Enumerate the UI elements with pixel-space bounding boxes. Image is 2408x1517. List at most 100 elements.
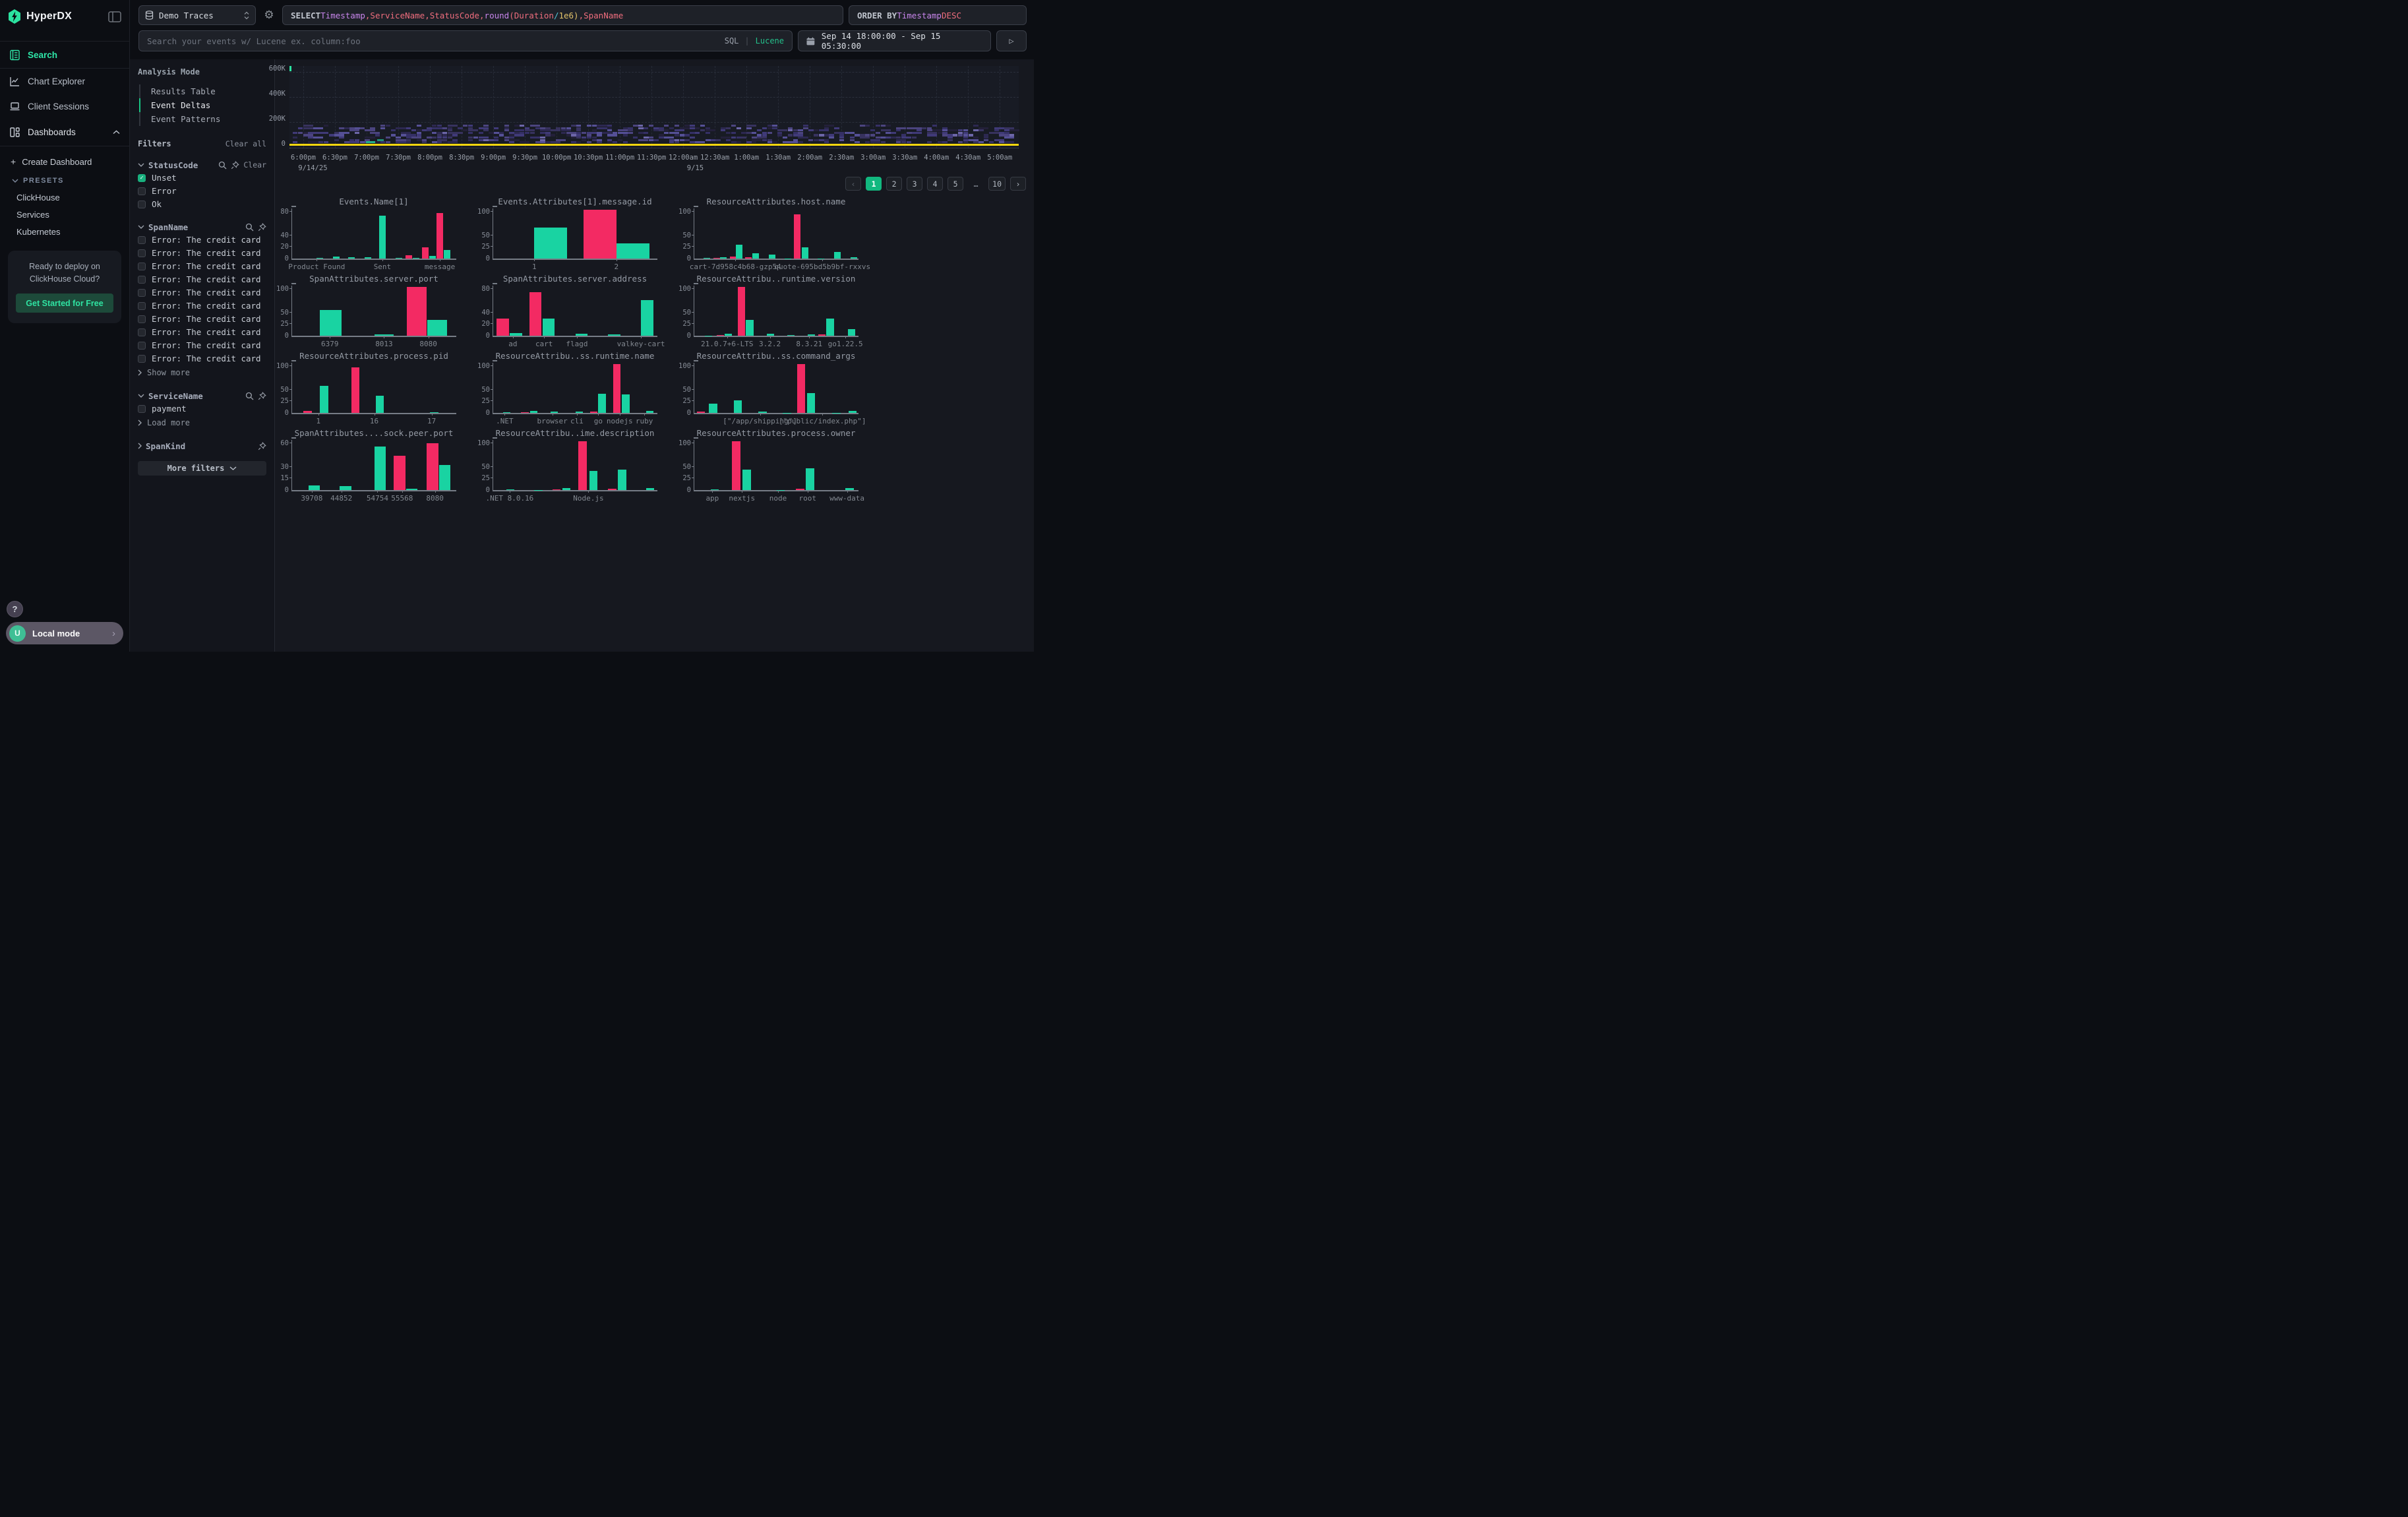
filter-group-header-spankind[interactable]: SpanKind: [138, 440, 266, 452]
mini-chart[interactable]: SpanAttributes.server.address 80 40 20 0 ad ca…: [476, 274, 677, 351]
filter-checkbox-row[interactable]: ✓ Unset: [138, 171, 266, 184]
mode-event-patterns[interactable]: Event Patterns: [139, 112, 266, 126]
presets-toggle[interactable]: PRESETS: [0, 173, 129, 189]
heatmap-cell: [483, 127, 489, 129]
pagination-prev-button[interactable]: ‹: [845, 177, 862, 191]
checkbox[interactable]: [138, 301, 146, 310]
pagination-page-10[interactable]: 10: [988, 177, 1006, 191]
pagination-next-button[interactable]: ›: [1010, 177, 1026, 191]
filter-checkbox-row[interactable]: Error: The credit card (…: [138, 273, 266, 286]
mini-chart[interactable]: ResourceAttributes.host.name 100 50 25 0 cart…: [677, 197, 878, 274]
filter-checkbox-row[interactable]: payment: [138, 402, 266, 415]
query-token: SELECT: [291, 10, 321, 20]
search-icon[interactable]: [218, 161, 227, 170]
filter-checkbox-row[interactable]: Error: The credit card (…: [138, 233, 266, 246]
checkbox[interactable]: [138, 341, 146, 350]
checkbox[interactable]: [138, 235, 146, 244]
pin-icon[interactable]: [231, 160, 240, 170]
filter-group-header-servicename[interactable]: ServiceName: [138, 390, 266, 402]
heatmap-cell: [674, 125, 680, 127]
get-started-button[interactable]: Get Started for Free: [16, 294, 113, 313]
preset-clickhouse[interactable]: ClickHouse: [16, 192, 60, 202]
mini-chart[interactable]: SpanAttributes.server.port 100 50 25 0 6379 80…: [275, 274, 476, 351]
collapse-sidebar-icon[interactable]: [108, 11, 121, 22]
load-more-button[interactable]: Load more: [138, 416, 266, 429]
heatmap-cell: [813, 129, 819, 132]
checkbox[interactable]: [138, 187, 146, 195]
mini-chart[interactable]: SpanAttributes....sock.peer.port 60 30 15 0 3…: [275, 428, 476, 505]
search-icon[interactable]: [245, 392, 254, 400]
mode-results-table[interactable]: Results Table: [139, 84, 266, 98]
mini-chart[interactable]: ResourceAttributes.process.pid 100 50 25 0 1 1…: [275, 351, 476, 428]
bar-inlier: [850, 257, 857, 259]
x-axis-tick-label: 55568: [391, 494, 413, 503]
help-button[interactable]: ?: [7, 601, 23, 617]
mode-event-deltas[interactable]: Event Deltas: [139, 98, 266, 112]
filter-checkbox-row[interactable]: Error: [138, 185, 266, 197]
create-dashboard-button[interactable]: + Create Dashboard: [11, 156, 92, 167]
timeline-heatmap-chart[interactable]: 600K 400K 200K 0 6:00pm 6:30pm 7:00pm 7:30pm 8:0…: [269, 65, 1020, 172]
checkbox[interactable]: [138, 315, 146, 323]
filter-checkbox-row[interactable]: Error: The credit card (…: [138, 313, 266, 325]
mini-chart[interactable]: ResourceAttribu..ss.command_args 100 50 25 0…: [677, 351, 878, 428]
orderby-input[interactable]: ORDER BY Timestamp DESC: [849, 5, 1027, 25]
filter-checkbox-row[interactable]: Error: The credit card (…: [138, 260, 266, 272]
mini-chart[interactable]: ResourceAttribu..ime.description 100 50 25 0…: [476, 428, 677, 505]
run-query-button[interactable]: ▷: [996, 30, 1027, 51]
checkbox[interactable]: [138, 262, 146, 270]
pin-icon[interactable]: [258, 391, 266, 400]
mini-chart[interactable]: ResourceAttribu..ss.runtime.name 100 50 25 0…: [476, 351, 677, 428]
checkbox[interactable]: [138, 200, 146, 208]
filter-checkbox-row[interactable]: Error: The credit card (…: [138, 326, 266, 338]
mini-chart[interactable]: ResourceAttribu..runtime.version 100 50 25 0…: [677, 274, 878, 351]
filter-group-clear-button[interactable]: Clear: [243, 160, 266, 170]
filter-checkbox-row[interactable]: Error: The credit card (…: [138, 339, 266, 352]
pagination-page-5[interactable]: 5: [948, 177, 964, 191]
mini-chart[interactable]: Events.Attributes[1].message.id 100 50 25 0 1…: [476, 197, 677, 274]
pagination-page-1[interactable]: 1: [866, 177, 882, 191]
source-select[interactable]: Demo Traces: [138, 5, 256, 25]
select-query-input[interactable]: SELECT Timestamp, ServiceName, StatusCod…: [282, 5, 843, 25]
mini-chart[interactable]: Events.Name[1] 80 40 20 0 Product Found Sent me…: [275, 197, 476, 274]
filter-checkbox-row[interactable]: Error: The credit card (…: [138, 299, 266, 312]
sidebar-item-dashboards[interactable]: Dashboards: [0, 119, 129, 146]
heatmap-cell: [659, 134, 664, 137]
filter-group-header-spanname[interactable]: SpanName: [138, 221, 266, 233]
gridline: [778, 66, 779, 148]
sidebar-item-chart-explorer[interactable]: Chart Explorer: [0, 69, 129, 94]
date-range-picker[interactable]: Sep 14 18:00:00 - Sep 15 05:30:00: [798, 30, 991, 51]
filter-checkbox-row[interactable]: Ok: [138, 198, 266, 210]
heatmap-cell: [880, 125, 886, 127]
sql-mode-toggle[interactable]: SQL: [724, 36, 739, 46]
checkbox[interactable]: [138, 354, 146, 363]
account-menu[interactable]: U Local mode ›: [6, 622, 123, 644]
more-filters-button[interactable]: More filters: [138, 461, 266, 476]
load-more-button[interactable]: Show more: [138, 366, 266, 379]
heatmap-cell: [777, 129, 788, 132]
source-settings-gear-icon[interactable]: ⚙: [264, 9, 274, 22]
pin-icon[interactable]: [258, 222, 266, 232]
checkbox[interactable]: [138, 275, 146, 284]
clear-all-button[interactable]: Clear all: [225, 139, 266, 148]
sidebar-item-client-sessions[interactable]: Client Sessions: [0, 94, 129, 119]
checkbox[interactable]: ✓: [138, 173, 146, 182]
lucene-mode-toggle[interactable]: Lucene: [755, 36, 784, 46]
filter-checkbox-row[interactable]: Error: The credit card (…: [138, 247, 266, 259]
pagination-page-2[interactable]: 2: [886, 177, 903, 191]
search-icon[interactable]: [245, 223, 254, 232]
filter-checkbox-row[interactable]: Error: The credit card (…: [138, 286, 266, 299]
checkbox[interactable]: [138, 328, 146, 336]
filter-group-header-statuscode[interactable]: StatusCode Clear: [138, 159, 266, 171]
search-input[interactable]: Search your events w/ Lucene ex. column:…: [138, 30, 793, 51]
checkbox[interactable]: [138, 288, 146, 297]
sidebar-item-search[interactable]: Search: [0, 41, 129, 69]
pagination-page-3[interactable]: 3: [907, 177, 923, 191]
filter-checkbox-row[interactable]: Error: The credit card (…: [138, 352, 266, 365]
pin-icon[interactable]: [258, 441, 266, 450]
preset-kubernetes[interactable]: Kubernetes: [16, 226, 61, 237]
mini-chart[interactable]: ResourceAttributes.process.owner 100 50 25 0…: [677, 428, 878, 505]
checkbox[interactable]: [138, 404, 146, 413]
checkbox[interactable]: [138, 249, 146, 257]
pagination-page-4[interactable]: 4: [927, 177, 944, 191]
preset-services[interactable]: Services: [16, 209, 49, 220]
